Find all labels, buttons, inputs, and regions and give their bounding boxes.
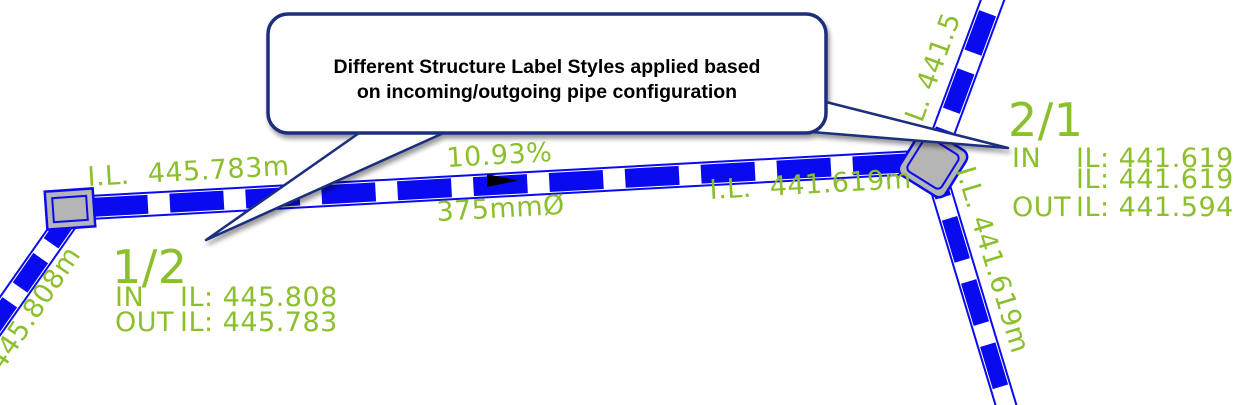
in-prefix: IN [115, 282, 144, 313]
pipe-west-branch[interactable] [0, 215, 76, 359]
pipe-south-branch[interactable] [927, 176, 1018, 405]
structure-name: 2/1 [1008, 93, 1084, 147]
pipe-north-branch[interactable] [924, 0, 1006, 157]
main-pipe-slope-label[interactable]: 10.93% [446, 137, 554, 174]
callout-bubble [266, 12, 828, 135]
structure-1-2[interactable] [43, 187, 97, 231]
in2-value: IL: 441.619 [1076, 164, 1234, 195]
pipe-dashes [930, 177, 1015, 405]
main-pipe-diameter-label[interactable]: 375mmØ [436, 190, 566, 228]
structure-1-2-label[interactable]: 1/2 IN IL: 445.808 OUT IL: 445.783 [112, 240, 338, 338]
pipe-body [926, 0, 1004, 156]
in1-value: IL: 441.619 [1076, 143, 1234, 174]
flow-direction-arrow [487, 174, 518, 187]
in1-prefix: IN [1012, 143, 1041, 174]
pipe-body [0, 216, 75, 334]
out-value: IL: 441.594 [1076, 192, 1234, 223]
structure-2-1-label[interactable]: 2/1 IN IL: 441.619 IL: 441.619 OUT IL: 4… [1008, 93, 1234, 223]
pipe-main[interactable] [79, 149, 926, 221]
pipe-dashes [79, 152, 926, 218]
structure-inner-wall [906, 136, 960, 190]
structure-2-1[interactable] [896, 126, 970, 200]
structure-inner-wall [51, 194, 89, 224]
annotation-callout[interactable] [204, 12, 1010, 242]
out-prefix: OUT [115, 307, 174, 338]
callout-text-line1: Different Structure Label Styles applied… [334, 56, 761, 78]
callout-text-line2: on incoming/outgoing pipe configuration [357, 81, 737, 103]
structure-name: 1/2 [112, 240, 188, 294]
out-value: IL: 445.783 [180, 307, 338, 338]
in-value: IL: 445.808 [180, 282, 338, 313]
out-prefix: OUT [1012, 192, 1071, 223]
